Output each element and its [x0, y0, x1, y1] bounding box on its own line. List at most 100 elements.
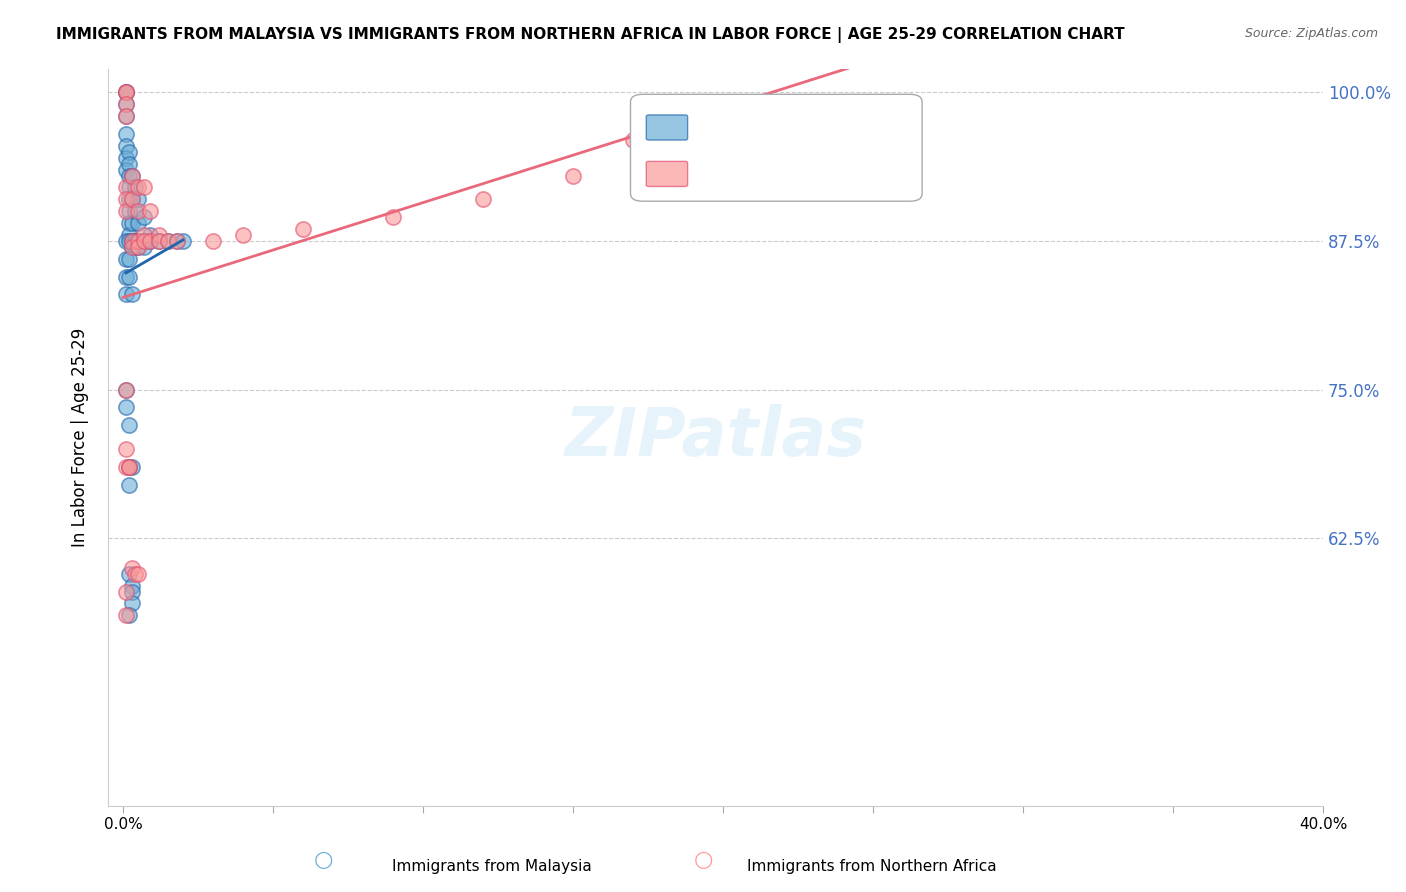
Point [232, 227, 254, 242]
Point [139, 227, 162, 242]
Point [118, 204, 141, 219]
Point [124, 234, 146, 248]
Text: ZIPatlas: ZIPatlas [565, 404, 866, 470]
Point [115, 401, 138, 415]
Point [127, 204, 149, 219]
Point [115, 269, 138, 284]
Point [115, 127, 138, 141]
Point [121, 459, 143, 474]
Text: Immigrants from Malaysia: Immigrants from Malaysia [392, 859, 592, 874]
FancyBboxPatch shape [647, 161, 688, 186]
Point [124, 204, 146, 219]
Point [121, 216, 143, 230]
Point [115, 180, 138, 194]
Text: R = 0.303   N = 60: R = 0.303 N = 60 [692, 113, 848, 131]
Point [127, 234, 149, 248]
Point [121, 169, 143, 183]
Point [115, 109, 138, 123]
Point [118, 566, 141, 581]
Point [124, 180, 146, 194]
Point [121, 192, 143, 206]
FancyBboxPatch shape [630, 95, 922, 202]
Point [115, 85, 138, 99]
Point [562, 169, 585, 183]
Point [118, 477, 141, 491]
Point [115, 383, 138, 397]
Point [118, 180, 141, 194]
Point [621, 133, 644, 147]
Point [115, 151, 138, 165]
Point [118, 234, 141, 248]
Point [118, 252, 141, 266]
Point [166, 234, 188, 248]
Text: IMMIGRANTS FROM MALAYSIA VS IMMIGRANTS FROM NORTHERN AFRICA IN LABOR FORCE | AGE: IMMIGRANTS FROM MALAYSIA VS IMMIGRANTS F… [56, 27, 1125, 43]
Point [156, 234, 179, 248]
Point [118, 269, 141, 284]
Point [292, 222, 315, 236]
Point [132, 210, 155, 224]
Point [121, 240, 143, 254]
Point [127, 240, 149, 254]
Point [472, 192, 495, 206]
Point [127, 240, 149, 254]
Point [132, 227, 155, 242]
Y-axis label: In Labor Force | Age 25-29: In Labor Force | Age 25-29 [72, 327, 89, 547]
Point [115, 85, 138, 99]
Point [139, 234, 162, 248]
Point [201, 234, 224, 248]
Point [139, 204, 162, 219]
Point [148, 234, 170, 248]
Point [139, 234, 162, 248]
Point [156, 234, 179, 248]
Point [148, 234, 170, 248]
Point [118, 608, 141, 623]
FancyBboxPatch shape [647, 115, 688, 140]
Point [115, 459, 138, 474]
Point [115, 109, 138, 123]
Point [118, 169, 141, 183]
Point [118, 145, 141, 159]
Text: Source: ZipAtlas.com: Source: ZipAtlas.com [1244, 27, 1378, 40]
Point [124, 566, 146, 581]
Point [121, 561, 143, 575]
Point [121, 234, 143, 248]
Point [121, 579, 143, 593]
Point [121, 287, 143, 301]
Point [115, 383, 138, 397]
Point [115, 204, 138, 219]
Point [118, 459, 141, 474]
Text: ○: ○ [314, 850, 333, 870]
Point [121, 240, 143, 254]
Point [115, 287, 138, 301]
Point [115, 97, 138, 112]
Point [121, 234, 143, 248]
Point [127, 234, 149, 248]
Point [121, 169, 143, 183]
Point [118, 156, 141, 170]
Text: Immigrants from Northern Africa: Immigrants from Northern Africa [747, 859, 997, 874]
Point [172, 234, 194, 248]
Point [121, 234, 143, 248]
Point [121, 192, 143, 206]
Text: R = 0.394   N =  41: R = 0.394 N = 41 [692, 158, 853, 176]
Point [118, 192, 141, 206]
Point [166, 234, 188, 248]
Point [115, 85, 138, 99]
Point [132, 180, 155, 194]
Point [115, 162, 138, 177]
Point [115, 85, 138, 99]
Point [115, 584, 138, 599]
Point [127, 566, 149, 581]
Point [124, 240, 146, 254]
Point [132, 234, 155, 248]
Point [132, 240, 155, 254]
Point [115, 138, 138, 153]
Point [115, 252, 138, 266]
Text: ○: ○ [693, 850, 713, 870]
Point [115, 234, 138, 248]
Point [115, 97, 138, 112]
Point [118, 459, 141, 474]
Point [115, 608, 138, 623]
Point [118, 418, 141, 433]
Point [132, 234, 155, 248]
